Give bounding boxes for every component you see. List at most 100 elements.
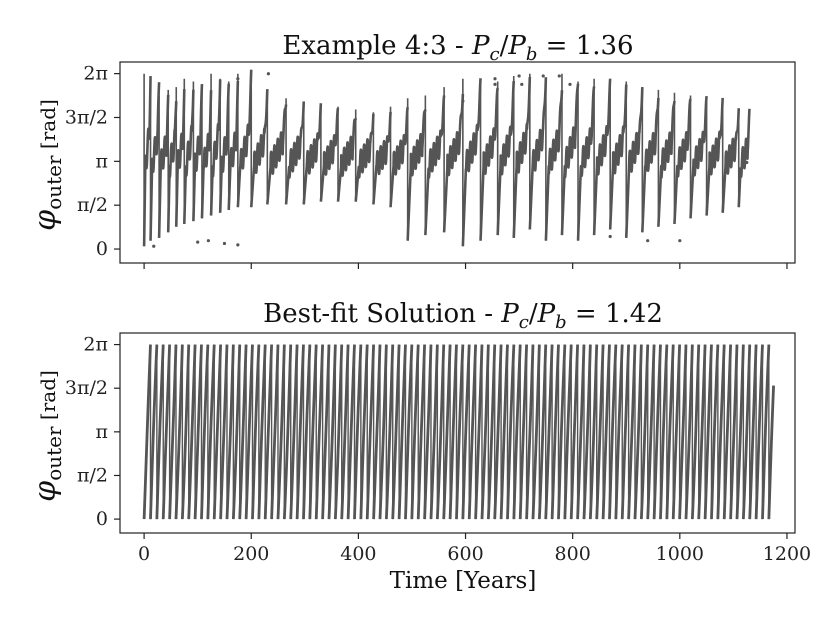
panel-bottom-trace-segment — [289, 344, 299, 520]
panel-bottom-trace-segment — [174, 344, 184, 520]
panel-bottom-trace-segment — [231, 344, 242, 520]
panel-bottom-trace-segment — [646, 344, 656, 520]
panel-bottom-trace-segment — [333, 344, 344, 520]
panel-bottom-trace-segment — [633, 344, 643, 520]
panel-top-data-point — [236, 243, 240, 247]
panel-top-data-point — [236, 77, 240, 81]
panel-top-title-value: = 1.36 — [537, 31, 633, 61]
panel-bottom-title-sub-2: b — [555, 312, 567, 333]
panel-top-trace-segment — [608, 84, 628, 230]
panel-bottom-title: Best-fit Solution - Pc/Pb = 1.42 — [263, 299, 663, 333]
panel-bottom-trace-segment — [353, 344, 363, 520]
panel-bottom-trace-segment — [601, 344, 611, 520]
panel-top-trace-segment — [302, 103, 323, 205]
panel-top-trace-segment — [319, 107, 340, 202]
panel-top-trace-segment — [424, 95, 446, 236]
panel-bottom-trace-segment — [665, 344, 675, 520]
panel-bottom-trace-segment — [142, 344, 152, 520]
panel-top-trace-segment — [174, 89, 186, 227]
panel-top-data-point — [461, 99, 465, 103]
panel-top-trace-segment — [200, 90, 213, 219]
panel-bottom-ylabel-symbol: φ — [28, 481, 63, 502]
panel-top-trace-segment — [284, 101, 306, 205]
panel-bottom-trace-segment — [480, 344, 490, 520]
panel-bottom-trace-segment — [557, 344, 567, 520]
panel-top-trace-segment — [192, 84, 204, 222]
panel-top-data-point — [557, 74, 561, 78]
panel-bottom-ytick-label: 3π/2 — [65, 377, 108, 399]
panel-bottom-trace-segment — [652, 344, 662, 520]
panel-top-data-point — [520, 82, 524, 86]
panel-bottom: Best-fit Solution - Pc/Pb = 1.42 0 π/2 π 3π… — [28, 299, 811, 594]
panel-bottom-ytick-label: π/2 — [77, 464, 108, 486]
panel-top-trace-segment — [496, 80, 516, 236]
panel-bottom-xtick-label: 600 — [447, 543, 483, 565]
panel-bottom-trace-segment — [576, 344, 586, 520]
panel-bottom-trace-segment — [455, 344, 465, 520]
panel-top-trace-segment — [142, 76, 152, 247]
panel-bottom-title-symbol-1: P — [500, 299, 519, 329]
panel-bottom-xtick-label: 800 — [555, 543, 591, 565]
panel-bottom-trace-segment — [525, 344, 535, 520]
panel-top-data-point — [206, 239, 210, 243]
panel-bottom-trace-segment — [461, 344, 471, 520]
panel-bottom-trace-segment — [493, 344, 503, 520]
panel-top-ytick-label: 0 — [96, 238, 108, 260]
panel-bottom-trace-segment — [690, 344, 701, 520]
panel-bottom-trace-segment — [410, 344, 420, 520]
panel-top-trace-segment — [149, 82, 161, 241]
panel-bottom-trace-segment — [442, 344, 452, 520]
panel-bottom-trace-segment — [608, 344, 618, 520]
panel-bottom-trace-segment — [563, 344, 573, 520]
panel-bottom-trace-segment — [761, 344, 771, 520]
panel-top-trace-segment — [721, 108, 741, 213]
panel-top-trace-segment — [236, 69, 253, 208]
panel-top-ytick-label: 3π/2 — [65, 106, 108, 128]
panel-bottom-ylabel: φouter [rad] — [28, 370, 66, 502]
panel-bottom-trace-segment — [741, 344, 752, 520]
panel-bottom-trace-segment — [276, 344, 286, 520]
panel-bottom-ytick-label: 0 — [96, 508, 108, 530]
panel-top-trace-segment — [689, 95, 708, 219]
panel-bottom-trace-segment — [531, 344, 541, 520]
panel-top-title-sub-2: b — [526, 44, 538, 65]
panel-bottom-trace-segment — [416, 344, 427, 520]
panel-bottom-trace-segment — [659, 344, 669, 520]
panel-top-trace-segment — [249, 89, 269, 208]
panel-top-trace-segment — [166, 101, 178, 233]
panel-top-trace-segment — [624, 87, 644, 238]
panel-bottom-trace-segment — [678, 344, 688, 520]
panel-bottom-trace-segment — [251, 344, 261, 520]
panel-bottom-trace-segment — [716, 344, 726, 520]
panel-bottom-trace-segment — [219, 344, 229, 520]
panel-bottom-trace-segment — [697, 344, 707, 520]
panel-top-title: Example 4:3 - Pc/Pb = 1.36 — [282, 31, 633, 65]
panel-top-data-point — [266, 72, 270, 76]
panel-top-title-symbol-1: P — [471, 31, 490, 61]
panel-top-trace-segment — [266, 104, 288, 205]
panel-top-ytick-label: π — [96, 150, 109, 172]
panel-bottom-trace-segment — [512, 344, 522, 520]
panel-top-trace-segment — [657, 100, 676, 227]
panel-bottom-trace-segment — [378, 344, 388, 520]
panel-bottom-trace-segment — [365, 344, 376, 520]
panel-bottom-trace-segment — [359, 344, 369, 520]
panel-bottom-trace-segment — [180, 344, 191, 520]
panel-bottom-trace-segment — [200, 344, 210, 520]
panel-top-trace-segment — [673, 98, 692, 224]
panel-bottom-trace-segment — [499, 344, 509, 520]
panel-bottom-trace-segment — [244, 344, 254, 520]
panel-top-data-point — [152, 244, 156, 248]
panel-bottom-trace-segment — [391, 344, 401, 520]
panel-bottom-trace-segment — [518, 344, 529, 520]
panel-bottom-title-text: Best-fit Solution - — [263, 299, 501, 329]
panel-bottom-xtick-label: 1000 — [656, 543, 704, 565]
panel-bottom-trace-segment — [161, 344, 172, 520]
panel-bottom-trace-segment — [372, 344, 382, 520]
panel-bottom-xlabel: Time [Years] — [390, 568, 537, 594]
panel-bottom-axes-frame — [119, 332, 796, 534]
panel-bottom-trace-segment — [474, 344, 484, 520]
panel-bottom-xtick-label: 400 — [340, 543, 376, 565]
panel-top-data-point — [646, 239, 650, 243]
